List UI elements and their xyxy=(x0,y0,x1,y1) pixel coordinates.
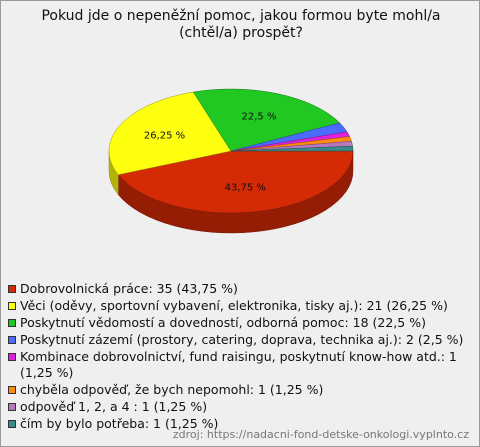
legend-label: Dobrovolnická práce: 35 (43,75 %) xyxy=(20,281,238,296)
slice xyxy=(230,145,354,152)
slice-label: 26,25 % xyxy=(144,130,185,141)
legend-label: Poskytnutí zázemí (prostory, catering, d… xyxy=(20,332,464,347)
legend-label: Věci (oděvy, sportovní vybavení, elektro… xyxy=(20,298,448,313)
legend-item: Věci (oděvy, sportovní vybavení, elektro… xyxy=(8,298,470,314)
legend-item: čím by bylo potřeba: 1 (1,25 %) xyxy=(8,416,470,432)
legend-swatch xyxy=(8,386,16,394)
legend-item: Poskytnutí vědomostí a dovedností, odbor… xyxy=(8,315,470,331)
legend-item: Dobrovolnická práce: 35 (43,75 %) xyxy=(8,281,470,297)
legend-item: Kombinace dobrovolnictví, fund raisingu,… xyxy=(8,349,470,381)
legend-swatch xyxy=(8,420,16,428)
pie-chart: 43,75 % 26,25 % 22,5 % xyxy=(108,88,354,234)
legend-label: Kombinace dobrovolnictví, fund raisingu,… xyxy=(20,349,457,380)
legend-swatch xyxy=(8,319,16,327)
legend-label: odpověď 1, 2, a 4 : 1 (1,25 %) xyxy=(20,399,208,414)
legend-swatch xyxy=(8,336,16,344)
legend-item: odpověď 1, 2, a 4 : 1 (1,25 %) xyxy=(8,399,470,415)
chart-title: Pokud jde o nepeněžní pomoc, jakou formo… xyxy=(41,8,441,41)
slice-label: 43,75 % xyxy=(225,182,266,193)
slice xyxy=(108,91,232,176)
legend-item: chyběla odpověď, že bych nepomohl: 1 (1,… xyxy=(8,382,470,398)
source-note: zdroj: https://nadacni-fond-detske-onkol… xyxy=(172,428,469,441)
legend-swatch xyxy=(8,302,16,310)
legend-label: chyběla odpověď, že bych nepomohl: 1 (1,… xyxy=(20,382,324,397)
legend-swatch xyxy=(8,403,16,411)
legend-label: Poskytnutí vědomostí a dovedností, odbor… xyxy=(20,315,426,330)
slice-label: 22,5 % xyxy=(242,112,277,123)
legend-swatch xyxy=(8,353,16,361)
legend-swatch xyxy=(8,285,16,293)
legend-label: čím by bylo potřeba: 1 (1,25 %) xyxy=(20,416,219,431)
slice xyxy=(192,88,341,152)
legend: Dobrovolnická práce: 35 (43,75 %) Věci (o… xyxy=(8,281,470,433)
legend-item: Poskytnutí zázemí (prostory, catering, d… xyxy=(8,332,470,348)
slice xyxy=(117,150,354,214)
